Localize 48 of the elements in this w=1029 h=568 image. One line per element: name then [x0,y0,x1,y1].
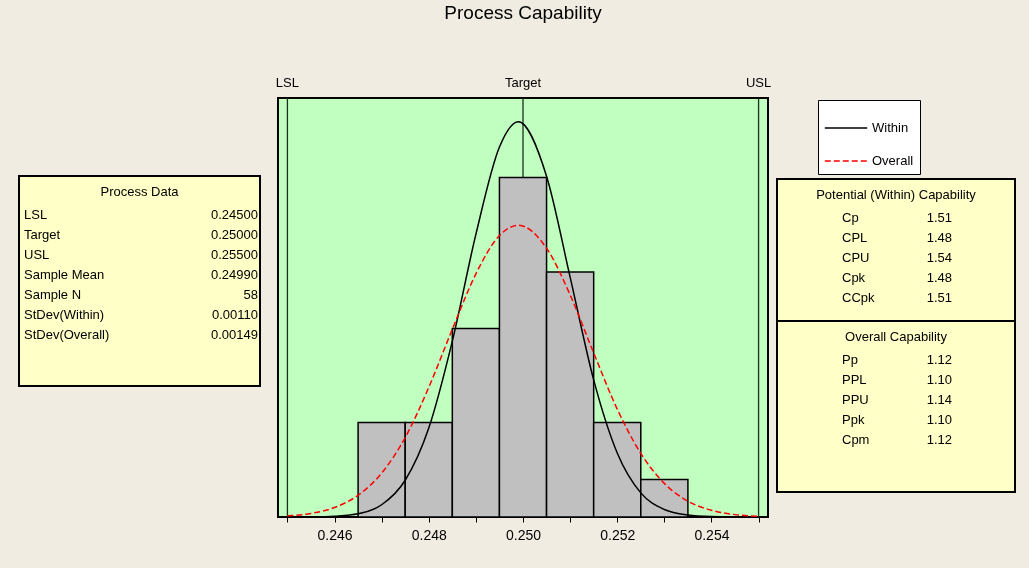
ref-line-label: LSL [275,75,299,90]
category-label: Cpm [842,432,870,447]
text: 1.54 [926,250,952,265]
category-label: Sample N [24,287,82,302]
text: 0.24500 [211,207,258,222]
legend-label: Overall [872,153,914,168]
x-tick-label: 0.252 [600,526,636,543]
text: Potential (Within) Capability [816,187,977,202]
text: 1.12 [926,432,952,447]
text: 1.14 [926,392,952,407]
category-label: LSL [24,207,48,222]
legend-label: Within [872,120,909,135]
category-label: USL [24,247,50,262]
text: 0.25500 [211,247,258,262]
category-label: CCpk [842,290,876,305]
category-label: Cp [842,210,859,225]
category-label: PPU [842,392,869,407]
category-label: Cpk [842,270,866,285]
text: 1.12 [926,352,952,367]
category-label: Pp [842,352,858,367]
x-tick-label: 0.248 [411,526,447,543]
text: Overall Capability [845,329,948,344]
text: 1.51 [926,290,952,305]
text: 1.48 [926,270,952,285]
category-label: StDev(Within) [24,307,105,322]
text: 0.24990 [211,267,258,282]
category-label: StDev(Overall) [24,327,110,342]
text: 1.48 [926,230,952,245]
text: 1.10 [926,412,952,427]
x-tick-label: 0.254 [694,526,730,543]
category-label: PPL [842,372,867,387]
text: 58 [243,287,258,302]
category-label: CPU [842,250,870,265]
ref-line-label: USL [745,75,772,90]
text: 0.00110 [211,307,258,322]
chart-title: Process Capability [444,2,603,23]
category-label: Ppk [842,412,865,427]
category-label: CPL [842,230,868,245]
text: 1.10 [926,372,952,387]
text: Process Data [100,184,180,199]
category-label: Target [24,227,61,242]
category-label: Sample Mean [24,267,105,282]
x-tick-label: 0.246 [317,526,353,543]
text: 0.00149 [211,327,258,342]
text: 0.25000 [211,227,258,242]
ref-line-label: Target [504,75,542,90]
x-tick-label: 0.250 [505,526,542,543]
text: 1.51 [926,210,952,225]
